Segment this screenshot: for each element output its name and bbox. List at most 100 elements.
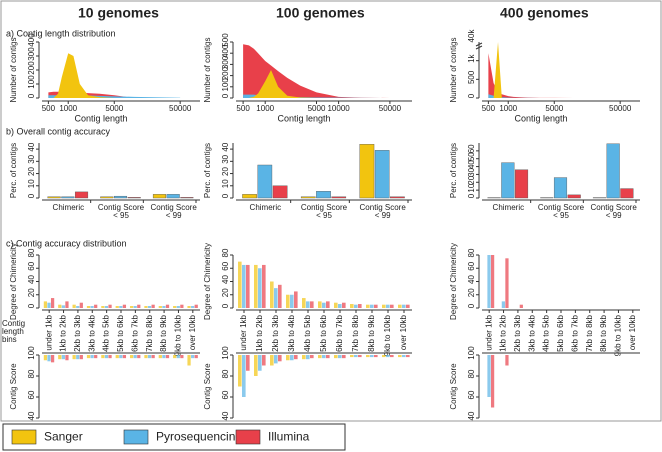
legend-label: Illumina	[268, 430, 310, 444]
y-tick-label: 100	[27, 75, 36, 89]
legend-label: Sanger	[44, 430, 83, 444]
bar	[47, 196, 61, 199]
y-axis-label: Perc. of contigs	[203, 143, 212, 198]
x-axis-label: Contig length	[514, 113, 567, 123]
x-axis-label: Contig length	[74, 113, 127, 123]
strip	[137, 304, 141, 308]
strip	[342, 355, 346, 359]
y-tick-label: 80	[221, 248, 230, 257]
strip	[322, 355, 326, 359]
area	[488, 53, 621, 98]
x-tick-label: Contig Score < 99	[590, 203, 637, 220]
column-title: 100 genomes	[276, 5, 365, 21]
y-tick-label: 20	[27, 288, 36, 297]
section-title: b) Overall contig accuracy	[6, 126, 111, 136]
x-tick-label: over 10kb	[628, 314, 637, 350]
strip	[246, 355, 250, 371]
x-tick-label: 6kb to 7kb	[335, 314, 344, 351]
legend-swatch	[123, 429, 149, 445]
strip	[151, 304, 155, 308]
legend-box	[2, 423, 346, 451]
strip	[262, 264, 266, 308]
y-tick-label: 50	[467, 152, 476, 161]
bar	[514, 169, 529, 199]
strip	[386, 304, 390, 308]
x-tick-label: Contig Score < 95	[537, 203, 585, 220]
x-tick-label: 2kb to 3kb	[73, 314, 82, 351]
strip	[258, 355, 262, 371]
x-tick-label: 500	[236, 104, 250, 113]
area	[243, 70, 390, 98]
strip	[302, 355, 306, 360]
legend-swatch	[235, 429, 261, 445]
strip	[354, 304, 358, 308]
x-tick-label: 4kb to 5kb	[542, 314, 551, 351]
strip	[505, 258, 509, 308]
x-tick-label: 6kb to 7kb	[570, 314, 579, 351]
strip	[47, 302, 51, 308]
strip	[94, 355, 98, 359]
strip	[162, 306, 166, 308]
y-axis-label: Contig Score	[9, 363, 18, 410]
x-tick-label: 2kb to 3kb	[513, 314, 522, 351]
bar	[61, 196, 75, 199]
x-tick-label: 1000	[59, 104, 77, 113]
legend-label: Pyrosequencing	[156, 430, 242, 444]
strip	[180, 355, 184, 359]
strip	[505, 355, 509, 366]
y-tick-label: 30	[27, 154, 36, 163]
strip	[79, 355, 83, 360]
strip	[122, 355, 127, 359]
strip	[487, 355, 491, 397]
strip	[173, 355, 177, 359]
strip	[354, 355, 358, 358]
strip	[158, 306, 162, 308]
y-tick-label: 400	[221, 44, 230, 58]
y-axis-label: Number of contigs	[449, 38, 458, 103]
strip	[158, 355, 162, 359]
strip	[254, 264, 258, 308]
strip	[406, 304, 410, 308]
strip	[238, 261, 242, 308]
strip	[306, 301, 310, 308]
x-tick-label: 1000	[499, 104, 517, 113]
bar	[257, 164, 273, 199]
y-tick-label: 60	[467, 390, 476, 399]
strip	[246, 264, 250, 308]
strip	[90, 355, 94, 359]
strip	[390, 355, 394, 358]
strip	[43, 301, 48, 308]
strip	[490, 255, 495, 308]
strip	[382, 304, 386, 308]
strip	[242, 355, 246, 397]
strip	[306, 355, 310, 360]
strip	[165, 355, 170, 359]
y-tick-label: 60	[467, 261, 476, 270]
bar	[606, 143, 620, 199]
strip	[133, 306, 137, 308]
strip	[402, 355, 406, 358]
x-tick-label: 6kb to 7kb	[130, 314, 139, 351]
bar	[553, 177, 568, 199]
section-title: a) Contig length distribution	[6, 28, 116, 38]
y-tick-label: 20	[221, 288, 230, 297]
strip	[50, 298, 55, 308]
strip	[501, 301, 505, 308]
bar	[390, 196, 405, 199]
x-tick-label: 1000	[256, 104, 274, 113]
strip	[119, 306, 123, 308]
strip	[242, 264, 246, 308]
y-tick-label: 60	[27, 390, 36, 399]
strip	[47, 355, 51, 362]
strip	[334, 302, 338, 308]
y-tick-label: 1k	[467, 53, 476, 62]
y-tick-label: 40	[221, 275, 230, 284]
y-axis-label: Number of contigs	[9, 38, 18, 103]
x-tick-label: over 10kb	[399, 314, 408, 350]
y-axis-label: Degree of Chimericity	[9, 243, 18, 320]
x-axis-label: Contig length bins	[2, 319, 26, 344]
strip	[173, 306, 177, 308]
x-tick-label: 4kb to 5kb	[303, 314, 312, 351]
strip	[90, 306, 94, 308]
